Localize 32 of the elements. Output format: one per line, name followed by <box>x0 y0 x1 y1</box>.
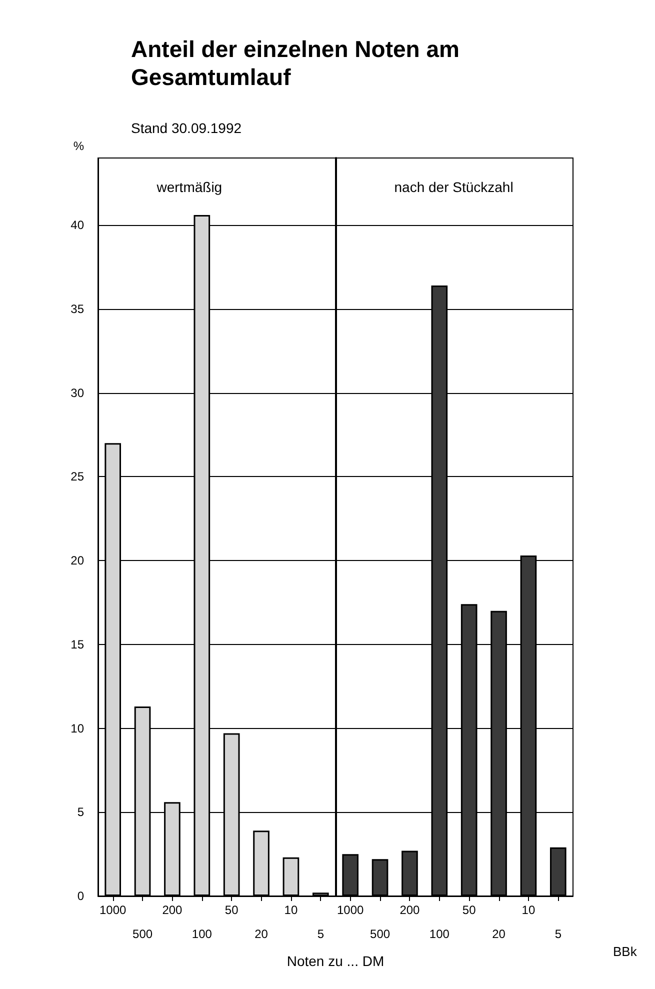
x-tick-label: 1000 <box>336 903 364 917</box>
x-tick-label: 20 <box>254 927 268 941</box>
x-tick-label: 10 <box>284 903 298 917</box>
y-tick-label: 35 <box>70 302 84 316</box>
x-axis-title: Noten zu ... DM <box>286 953 384 969</box>
x-tick-label: 200 <box>162 903 183 917</box>
x-tick-label: 50 <box>462 903 476 917</box>
x-tick-label: 500 <box>132 927 153 941</box>
y-axis-title: % <box>73 139 84 153</box>
text: BBk <box>613 944 638 959</box>
x-tick-label: 200 <box>400 903 420 917</box>
x-tick-label: 100 <box>429 927 450 941</box>
chart-subtitle: Stand 30.09.1992 <box>131 120 242 136</box>
series-label: wertmäßig <box>156 179 222 195</box>
y-tick-label: 20 <box>70 554 84 568</box>
x-tick-label: 500 <box>370 927 390 941</box>
y-tick-label: 5 <box>77 805 84 820</box>
y-tick-label: 40 <box>70 218 84 232</box>
x-tick-label: 100 <box>192 927 212 941</box>
y-tick-label: 30 <box>70 386 84 400</box>
x-tick-label: 5 <box>554 927 562 941</box>
chart-title: Anteil der einzelnen Noten am Gesamtumlauf <box>131 36 466 90</box>
x-tick-label: 1000 <box>99 903 127 917</box>
y-tick-label: 15 <box>70 637 84 652</box>
x-tick-label: 20 <box>492 927 506 941</box>
x-tick-label: 10 <box>522 903 536 917</box>
y-tick-label: 10 <box>70 721 84 736</box>
text: nach der Stückzahl <box>394 179 514 195</box>
x-tick-label: 50 <box>224 903 239 917</box>
y-tick-label: 25 <box>70 470 84 484</box>
x-tick-label: 5 <box>317 927 324 941</box>
y-tick-label: 0 <box>77 889 84 903</box>
